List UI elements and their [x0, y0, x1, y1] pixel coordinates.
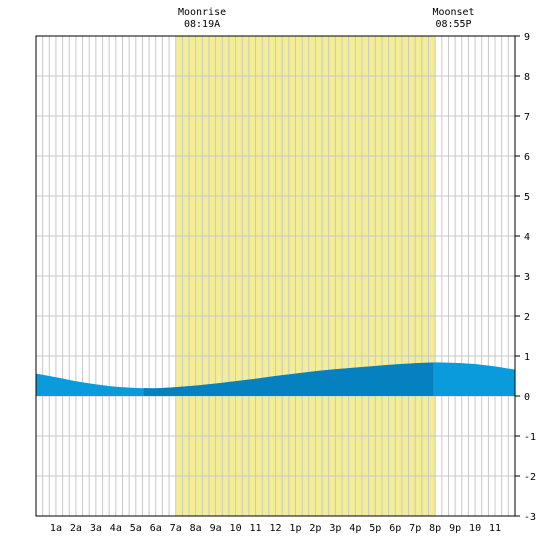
tide-data-point [175, 387, 176, 388]
moonrise-time: 08:19A [184, 19, 220, 30]
x-tick-label: 2a [70, 523, 82, 534]
x-tick-label: 6p [389, 523, 401, 534]
y-tick-label: 9 [524, 32, 530, 43]
x-tick-label: 10 [230, 523, 242, 534]
x-tick-label: 3p [329, 523, 341, 534]
x-tick-label: 2p [309, 523, 321, 534]
x-tick-label: 5p [369, 523, 381, 534]
x-tick-label: 11 [489, 523, 501, 534]
x-tick-label: 7p [409, 523, 421, 534]
tide-data-point [235, 381, 236, 382]
tide-data-point [315, 371, 316, 372]
x-tick-label: 6a [150, 523, 162, 534]
grid [36, 36, 515, 516]
y-tick-label: 1 [524, 352, 530, 363]
x-tick-label: 7a [170, 523, 182, 534]
x-tick-label: 9p [449, 523, 461, 534]
y-tick-label: 6 [524, 152, 530, 163]
moonset-time: 08:55P [435, 19, 471, 30]
x-tick-label: 9a [210, 523, 222, 534]
tide-data-point [415, 363, 416, 364]
tide-data-point [215, 383, 216, 384]
tide-data-point [395, 364, 396, 365]
x-tick-label: 8p [429, 523, 441, 534]
y-tick-label: 2 [524, 312, 530, 323]
moonrise-title: Moonrise [178, 7, 226, 18]
tide-data-point [335, 369, 336, 370]
tide-area-layer [36, 362, 515, 396]
axis-layer [35, 35, 520, 517]
x-tick-label: 11 [250, 523, 262, 534]
tide-data-point [95, 384, 96, 385]
y-tick-label: 3 [524, 272, 530, 283]
tide-data-point [55, 377, 56, 378]
tide-data-point [495, 366, 496, 367]
x-tick-label: 5a [130, 523, 142, 534]
tide-data-point [195, 385, 196, 386]
tide-data-point [295, 373, 296, 374]
x-tick-label: 3a [90, 523, 102, 534]
moonset-title: Moonset [432, 7, 474, 18]
y-tick-label: -1 [524, 432, 536, 443]
tide-data-point [475, 364, 476, 365]
x-tick-label: 8a [190, 523, 202, 534]
x-tick-label: 4a [110, 523, 122, 534]
x-tick-label: 1a [50, 523, 62, 534]
y-tick-label: -3 [524, 512, 536, 523]
y-tick-label: 8 [524, 72, 530, 83]
tide-data-point [355, 367, 356, 368]
x-tick-label: 4p [349, 523, 361, 534]
tide-data-point [155, 388, 156, 389]
tide-data-point [115, 386, 116, 387]
tide-data-point [455, 362, 456, 363]
tide-area-dark-band [143, 362, 434, 396]
y-tick-label: 4 [524, 232, 530, 243]
y-tick-label: -2 [524, 472, 536, 483]
y-tick-label: 5 [524, 192, 530, 203]
tide-data-point [275, 376, 276, 377]
tide-data-point [135, 388, 136, 389]
y-tick-label: 0 [524, 392, 530, 403]
x-tick-label: 10 [469, 523, 481, 534]
tide-data-point [375, 366, 376, 367]
x-tick-label: 1p [289, 523, 301, 534]
y-tick-label: 7 [524, 112, 530, 123]
tide-data-point [255, 378, 256, 379]
tide-data-point [75, 381, 76, 382]
tide-data-point [435, 362, 436, 363]
x-tick-label: 12 [269, 523, 281, 534]
